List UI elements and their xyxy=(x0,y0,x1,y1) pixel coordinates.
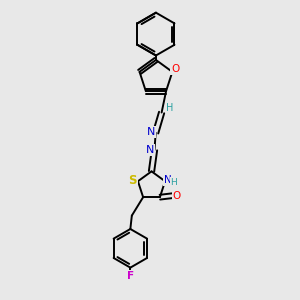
Text: H: H xyxy=(166,103,174,113)
Text: N: N xyxy=(146,145,154,155)
Text: H: H xyxy=(171,178,177,187)
Text: N: N xyxy=(164,175,172,185)
Text: F: F xyxy=(127,271,134,281)
Text: S: S xyxy=(128,173,137,187)
Text: O: O xyxy=(171,64,179,74)
Text: O: O xyxy=(172,191,181,201)
Text: N: N xyxy=(147,127,155,137)
